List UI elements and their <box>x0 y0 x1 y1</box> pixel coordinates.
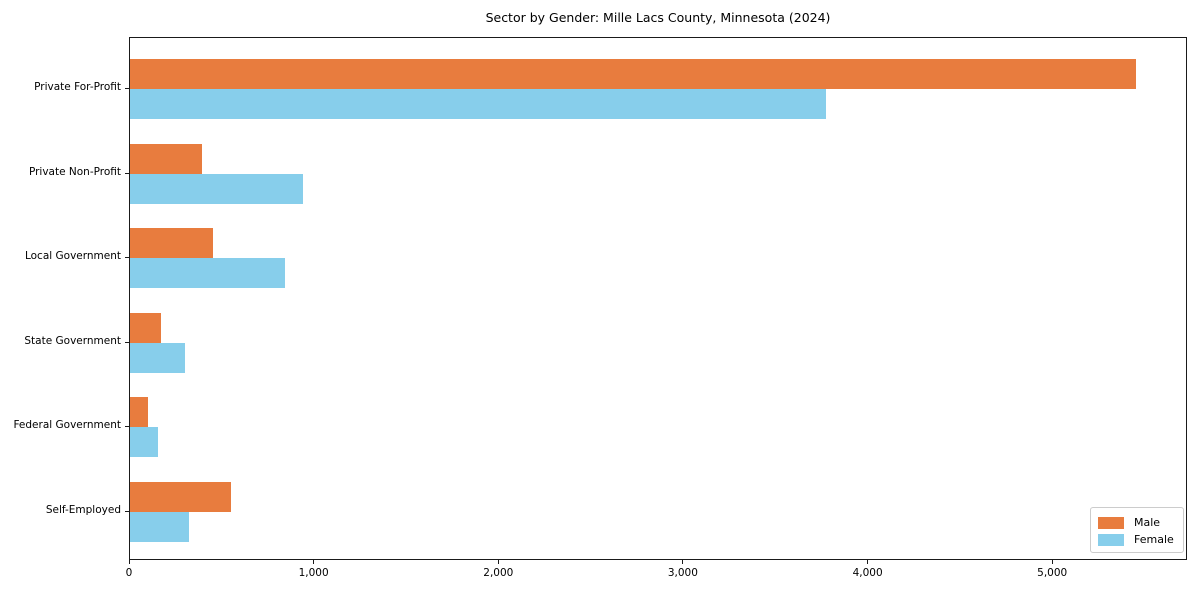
x-tick-label-0: 0 <box>125 567 133 579</box>
chart-title: Sector by Gender: Mille Lacs County, Min… <box>485 10 831 25</box>
y-tick-mark-4 <box>125 426 129 427</box>
bar-male-5 <box>130 481 231 512</box>
y-tick-label-1: Private Non-Profit <box>28 165 121 178</box>
x-tick-mark-5 <box>1051 560 1053 564</box>
x-tick-label-3: 3,000 <box>667 567 698 579</box>
y-tick-mark-1 <box>125 172 129 174</box>
bar-female-5 <box>130 511 190 542</box>
y-tick-label-3: State Government <box>24 334 121 347</box>
x-tick-mark-0 <box>128 560 130 564</box>
legend-label-male: Male <box>1134 516 1161 529</box>
bar-male-4 <box>130 397 148 427</box>
y-tick-mark-3 <box>125 341 129 343</box>
bar-female-2 <box>130 258 286 288</box>
y-tick-mark-2 <box>125 257 129 258</box>
bar-male-2 <box>130 228 214 258</box>
y-tick-label-2: Local Government <box>24 250 121 262</box>
x-tick-label-5: 5,000 <box>1037 567 1068 579</box>
bar-male-3 <box>130 312 162 343</box>
bar-male-1 <box>130 143 202 174</box>
y-tick-label-0: Private For-Profit <box>34 81 121 93</box>
bar-male-0 <box>130 59 1137 89</box>
x-tick-label-2: 2,000 <box>483 567 514 579</box>
x-tick-mark-1 <box>313 560 315 564</box>
y-tick-label-5: Self-Employed <box>45 503 121 516</box>
bar-female-4 <box>130 427 158 457</box>
legend: Male Female <box>1090 507 1184 553</box>
legend-item-male: Male <box>1098 514 1183 531</box>
x-tick-mark-2 <box>497 560 499 564</box>
x-tick-mark-4 <box>867 560 869 564</box>
bar-female-1 <box>130 173 303 204</box>
legend-swatch-male <box>1098 516 1124 529</box>
y-tick-mark-5 <box>125 510 129 512</box>
plot-area <box>129 37 1187 560</box>
bar-female-3 <box>130 342 186 373</box>
x-tick-mark-3 <box>682 560 684 564</box>
x-tick-label-1: 1,000 <box>298 567 329 579</box>
x-tick-label-4: 4,000 <box>852 567 883 579</box>
legend-label-female: Female <box>1134 533 1174 546</box>
y-tick-label-4: Federal Government <box>13 419 121 431</box>
legend-swatch-female <box>1098 533 1124 546</box>
bar-female-0 <box>130 89 827 119</box>
legend-item-female: Female <box>1098 531 1183 548</box>
y-tick-mark-0 <box>125 88 129 89</box>
